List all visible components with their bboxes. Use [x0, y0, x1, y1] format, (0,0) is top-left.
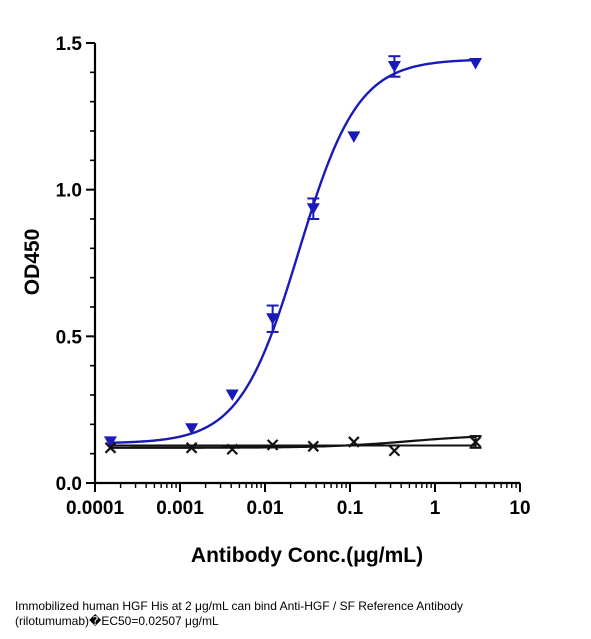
x-tick-label: 0.001 — [156, 498, 204, 519]
data-point-cross — [185, 442, 198, 454]
data-point-cross — [388, 444, 401, 457]
ticks: 0.0 0.5 1.0 1.5 0.0001 0.001 0.01 0.1 1 10 — [56, 34, 531, 519]
x-tick-label: 10 — [509, 498, 530, 519]
data-point-cross — [469, 436, 482, 448]
fit-curve-series-1 — [110, 58, 476, 444]
x-tick-label: 1 — [430, 498, 441, 519]
data-point-triangle — [185, 423, 199, 435]
data-point-triangle — [306, 203, 320, 215]
axes — [93, 43, 520, 485]
y-tick-label: 1.5 — [56, 34, 83, 55]
x-tick-label: 0.1 — [337, 498, 364, 519]
caption-line-2: (rilotumumab)�EC50=0.02507 μg/mL — [15, 614, 219, 628]
x-axis-title: Antibody Conc.(μg/mL) — [191, 544, 423, 567]
data-point-triangle — [347, 131, 361, 143]
data-point-triangle — [266, 313, 280, 325]
data-point-triangle — [225, 389, 239, 401]
figure-caption: Immobilized human HGF His at 2 μg/mL can… — [15, 599, 580, 629]
data-point-cross — [266, 439, 279, 451]
data-point-cross — [348, 436, 360, 448]
x-tick-label: 0.01 — [247, 498, 284, 519]
data-point-triangle — [103, 436, 117, 448]
data-point-triangle — [387, 60, 401, 73]
fit-curves — [110, 58, 476, 449]
y-axis-title: OD450 — [21, 229, 44, 296]
data-points — [103, 55, 483, 457]
x-tick-label: 0.0001 — [66, 498, 125, 519]
caption-line-1: Immobilized human HGF His at 2 μg/mL can… — [15, 599, 463, 613]
data-point-cross — [226, 443, 239, 456]
chart-area: 0.0 0.5 1.0 1.5 0.0001 0.001 0.01 0.1 1 10 Antibo… — [21, 34, 531, 567]
data-point-cross — [307, 440, 320, 453]
y-tick-label: 0.0 — [56, 474, 82, 495]
data-point-cross — [104, 442, 117, 454]
y-tick-label: 1.0 — [56, 181, 82, 202]
data-point-triangle — [469, 58, 483, 70]
fit-curve-series-2 — [110, 435, 476, 449]
y-tick-label: 0.5 — [56, 327, 83, 348]
